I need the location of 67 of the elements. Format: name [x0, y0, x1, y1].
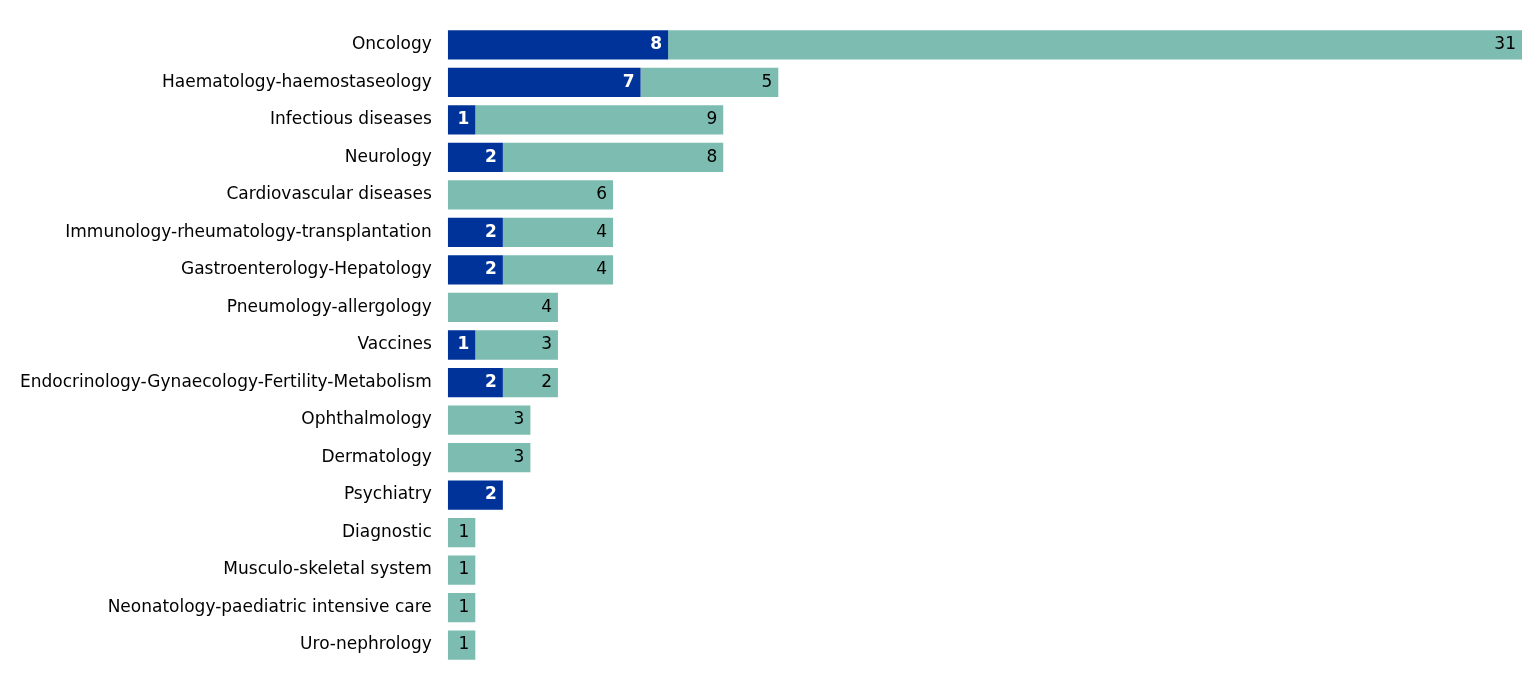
bar: [447, 630, 476, 660]
data-label: 1: [457, 108, 470, 129]
bar: [447, 255, 503, 285]
data-label: 1: [458, 558, 470, 579]
data-label: 9: [706, 108, 718, 129]
data-label: 6: [596, 183, 608, 204]
bar: [447, 405, 531, 435]
data-label: 31: [1494, 33, 1516, 54]
data-label: 1: [458, 633, 470, 654]
y-tick-label: Ophthalmology: [301, 408, 432, 429]
y-tick-label: Neurology: [344, 145, 432, 166]
data-label: 4: [596, 258, 608, 279]
y-tick-label: Pneumology-allergology: [226, 295, 432, 316]
y-tick-label: Uro-nephrology: [300, 633, 432, 654]
y-tick-label: Gastroenterology-Hepatology: [180, 258, 432, 279]
bar: [640, 67, 779, 98]
bar: [447, 517, 476, 548]
data-label: 2: [485, 370, 497, 391]
data-label: 2: [485, 258, 497, 279]
bar: [502, 142, 724, 173]
data-label: 1: [458, 595, 470, 616]
bar: [447, 142, 503, 173]
y-tick-label: Haematology-haemostaseology: [162, 70, 432, 91]
data-label: 2: [485, 220, 497, 241]
bar: [447, 292, 558, 323]
data-label: 5: [761, 70, 773, 91]
bar: [447, 592, 476, 623]
bar: [668, 30, 1522, 60]
data-label: 3: [513, 408, 525, 429]
data-label: 1: [457, 333, 470, 354]
y-tick-label: Dermatology: [321, 445, 432, 466]
bar: [447, 180, 614, 210]
data-label: 1: [458, 520, 470, 541]
y-tick-label: Psychiatry: [343, 483, 432, 504]
bar: [475, 105, 724, 135]
data-label: 4: [541, 295, 552, 316]
bar: [447, 67, 641, 98]
bar: [502, 367, 558, 398]
data-label: 8: [706, 145, 718, 166]
data-label: 3: [541, 333, 552, 354]
y-tick-label: Oncology: [351, 33, 432, 54]
bar: [447, 330, 476, 360]
bar: [447, 30, 669, 60]
bar: [447, 442, 531, 473]
bar: [502, 255, 614, 285]
data-label: 4: [596, 220, 608, 241]
bar: [447, 217, 503, 248]
data-label: 2: [485, 145, 497, 166]
data-label: 7: [622, 70, 635, 91]
y-tick-label: Immunology-rheumatology-transplantation: [65, 220, 432, 241]
data-label: 2: [541, 370, 552, 391]
y-tick-label: Vaccines: [357, 333, 432, 354]
bar: [447, 105, 476, 135]
y-tick-label: Musculo-skeletal system: [223, 558, 432, 579]
y-tick-label: Neonatology-paediatric intensive care: [107, 595, 432, 616]
data-label: 3: [513, 445, 525, 466]
bar: [502, 217, 614, 248]
data-label: 8: [650, 33, 663, 54]
bar: [447, 555, 476, 585]
bar: [475, 330, 558, 360]
y-tick-label: Endocrinology-Gynaecology-Fertility-Metabolism: [20, 370, 432, 391]
data-label: 2: [485, 483, 497, 504]
bar: [447, 367, 503, 398]
y-tick-label: Infectious diseases: [269, 108, 432, 129]
y-tick-label: Diagnostic: [341, 520, 432, 541]
y-tick-label: Cardiovascular diseases: [226, 183, 432, 204]
bar: [447, 480, 503, 510]
